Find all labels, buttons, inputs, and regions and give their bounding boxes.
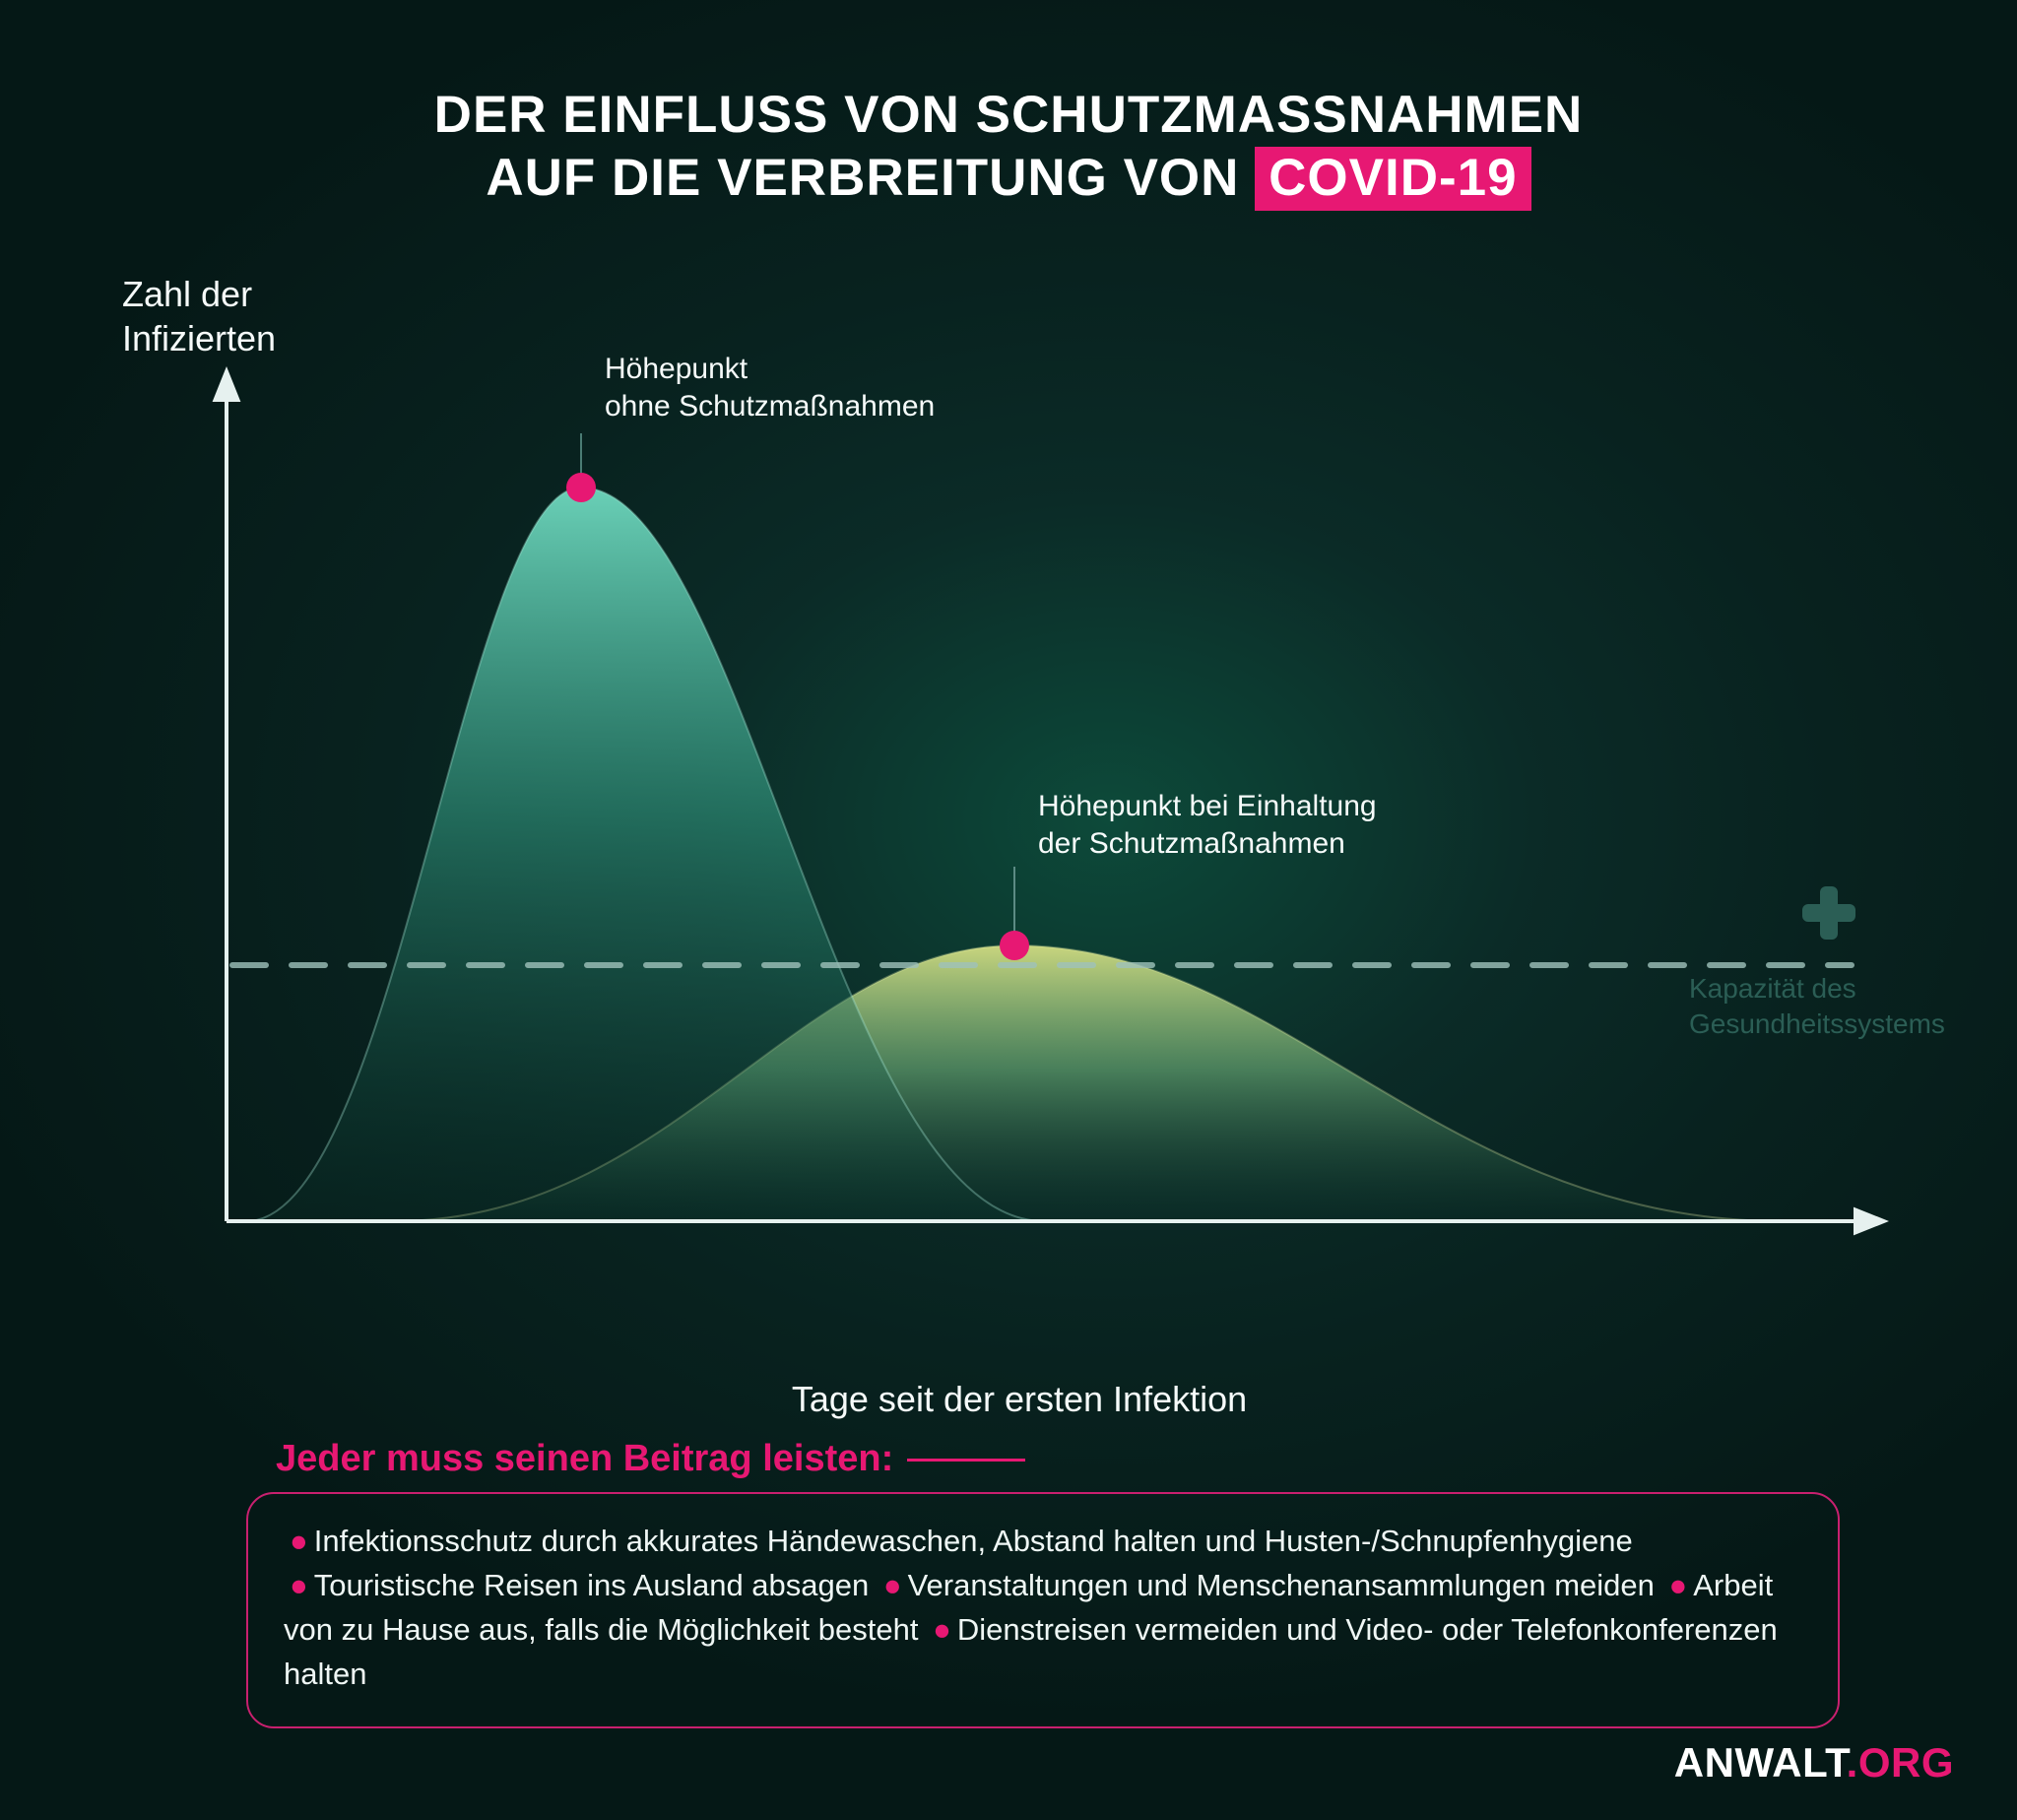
peak-no-measures-label: Höhepunktohne Schutzmaßnahmen	[605, 351, 935, 424]
brand-part-1: ANWALT	[1674, 1739, 1847, 1786]
plus-icon	[1802, 886, 1855, 940]
info-title: Jeder muss seinen Beitrag leisten:	[276, 1438, 1840, 1480]
brand-logo: ANWALT.ORG	[1674, 1739, 1954, 1787]
page-title: DER EINFLUSS VON SCHUTZMASSNAHMEN AUF DI…	[0, 84, 2017, 211]
capacity-label: Kapazität desGesundheitssystems	[1689, 971, 1945, 1043]
title-line-2: AUF DIE VERBREITUNG VON COVID-19	[0, 147, 2017, 212]
chart-svg	[158, 295, 1881, 1339]
title-highlight: COVID-19	[1255, 147, 1530, 212]
y-axis-label: Zahl derInfizierten	[122, 272, 276, 360]
title-line-1: DER EINFLUSS VON SCHUTZMASSNAHMEN	[0, 84, 2017, 147]
flatten-curve-chart: Zahl derInfizierten Höhepunktohne Schutz…	[158, 295, 1881, 1339]
brand-part-2: .ORG	[1847, 1739, 1954, 1786]
info-section: Jeder muss seinen Beitrag leisten: ●Infe…	[246, 1438, 1840, 1728]
info-title-dash	[907, 1459, 1025, 1462]
peak-with-measures-label: Höhepunkt bei Einhaltungder Schutzmaßnah…	[1038, 788, 1377, 862]
info-box: ●Infektionsschutz durch akkurates Händew…	[246, 1492, 1840, 1728]
x-axis-label: Tage seit der ersten Infektion	[158, 1379, 1881, 1420]
y-axis-label-text: Zahl derInfizierten	[122, 274, 276, 358]
title-line-2-pre: AUF DIE VERBREITUNG VON	[486, 149, 1255, 207]
